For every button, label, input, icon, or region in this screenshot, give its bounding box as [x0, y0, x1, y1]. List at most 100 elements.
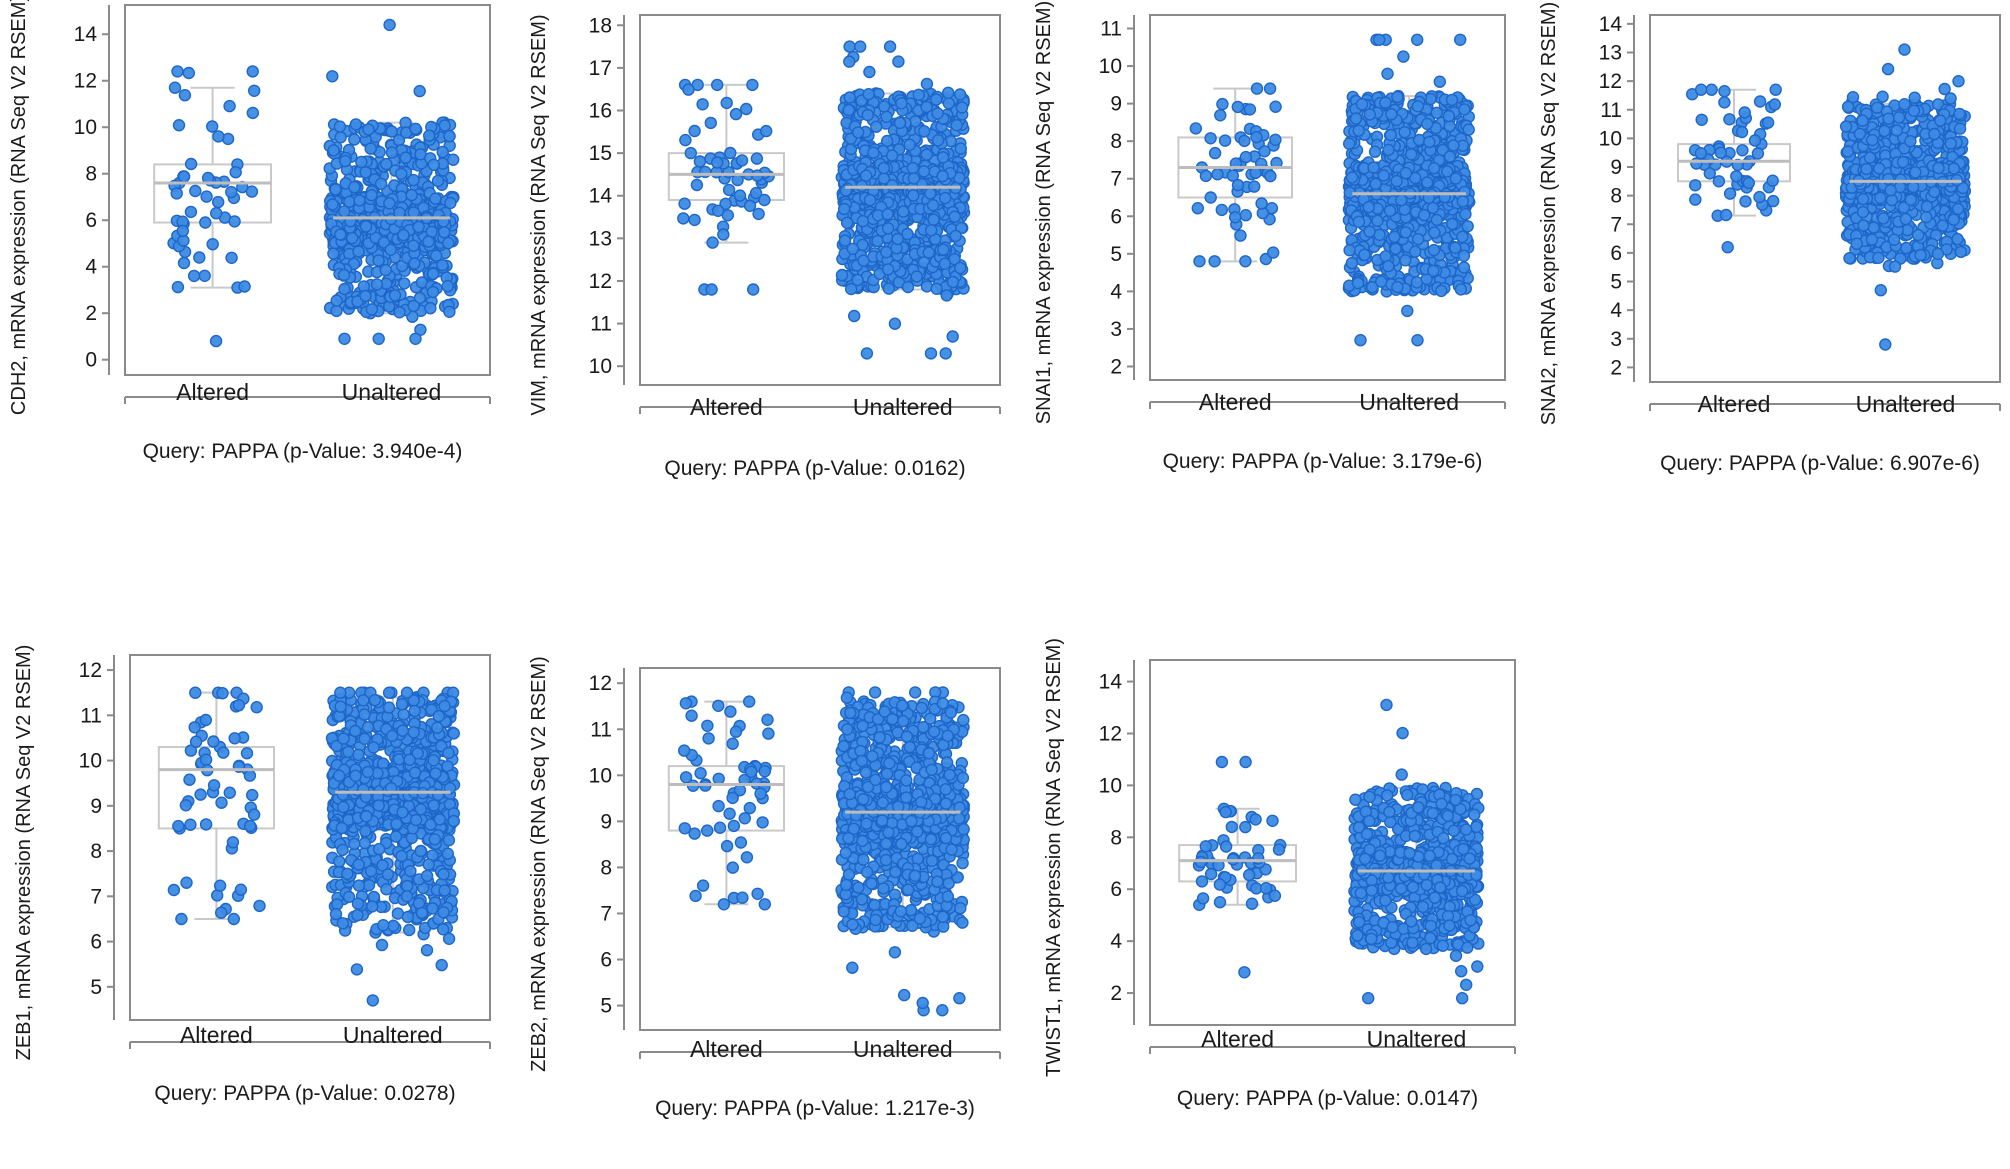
data-point — [1730, 170, 1743, 183]
data-point — [861, 108, 874, 122]
y-tick-label: 6 — [90, 931, 102, 954]
data-point — [903, 138, 916, 152]
data-point — [1753, 95, 1767, 108]
data-point — [1865, 233, 1879, 246]
data-point — [1204, 132, 1217, 145]
data-point — [1458, 103, 1471, 116]
data-point — [1430, 213, 1444, 227]
data-point — [348, 133, 361, 146]
data-point — [447, 153, 460, 166]
data-point — [1426, 201, 1440, 215]
data-point — [1856, 205, 1870, 219]
data-point — [1853, 127, 1867, 141]
data-point — [225, 251, 238, 264]
query-caption: Query: PAPPA (p-Value: 6.907e-6) — [1660, 452, 1980, 475]
data-point — [711, 156, 724, 169]
data-point — [228, 732, 241, 745]
data-point — [1238, 134, 1251, 148]
data-point — [856, 214, 870, 228]
data-point — [379, 263, 392, 277]
data-point — [939, 347, 952, 360]
data-point — [938, 257, 951, 270]
data-point — [399, 151, 412, 164]
data-point — [1443, 119, 1456, 133]
data-point — [752, 207, 765, 221]
data-point — [1391, 90, 1404, 104]
data-point — [1228, 211, 1242, 224]
data-point — [359, 289, 372, 303]
data-point — [1705, 83, 1718, 96]
data-point — [1867, 221, 1880, 234]
data-point — [1872, 251, 1885, 264]
data-point — [1374, 275, 1388, 288]
data-point — [1742, 176, 1756, 190]
data-point — [170, 187, 183, 200]
data-point — [243, 769, 257, 782]
data-point — [385, 146, 399, 159]
data-point — [189, 686, 202, 699]
data-point — [955, 101, 969, 114]
data-point — [1208, 255, 1221, 268]
data-point — [326, 70, 339, 83]
data-point — [352, 245, 365, 258]
data-point — [1193, 255, 1206, 268]
data-point — [1443, 150, 1457, 163]
series-altered — [1677, 83, 1791, 254]
y-axis-title: ZEB1, mRNA expression (RNA Seq V2 RSEM) — [13, 645, 35, 1061]
data-point — [1932, 161, 1945, 175]
data-point — [1952, 74, 1965, 88]
data-point — [183, 773, 196, 786]
data-point — [693, 155, 707, 168]
data-point — [1377, 169, 1390, 182]
data-point — [1372, 33, 1386, 46]
data-point — [359, 166, 372, 179]
data-point — [1269, 133, 1282, 147]
y-tick-label: 3 — [1610, 328, 1622, 351]
query-caption: Query: PAPPA (p-Value: 3.940e-4) — [143, 440, 463, 463]
data-point — [384, 243, 397, 257]
series-unaltered — [1839, 43, 1972, 351]
data-point — [1255, 197, 1268, 210]
data-point — [443, 305, 456, 318]
data-point — [247, 808, 261, 821]
data-point — [447, 727, 460, 740]
data-point — [372, 332, 385, 345]
data-point — [359, 220, 373, 233]
data-point — [1719, 208, 1733, 222]
data-point — [1427, 161, 1441, 175]
data-point — [882, 282, 896, 295]
data-point — [881, 207, 894, 221]
data-point — [209, 206, 223, 220]
data-point — [939, 191, 952, 205]
data-point — [1445, 93, 1459, 107]
data-point — [1234, 229, 1247, 242]
data-point — [1363, 225, 1376, 238]
data-point — [1428, 226, 1441, 239]
data-point — [199, 713, 213, 727]
data-point — [891, 232, 904, 246]
data-point — [717, 228, 730, 241]
data-point — [1841, 145, 1855, 158]
data-point — [442, 236, 455, 250]
data-point — [207, 735, 220, 748]
y-tick-label: 12 — [589, 270, 612, 293]
data-point — [950, 118, 963, 132]
data-point — [1878, 124, 1891, 138]
data-point — [1904, 193, 1918, 207]
data-point — [888, 317, 902, 330]
y-tick-label: 15 — [589, 142, 612, 165]
data-point — [370, 278, 384, 291]
data-point — [352, 879, 366, 892]
data-point — [746, 78, 759, 92]
data-point — [912, 88, 925, 102]
y-axis-title: VIM, mRNA expression (RNA Seq V2 RSEM) — [528, 14, 550, 415]
data-point — [205, 120, 219, 133]
data-point — [910, 270, 923, 283]
series-altered — [1177, 82, 1294, 268]
data-point — [1397, 50, 1410, 63]
data-point — [1462, 123, 1475, 136]
data-point — [1857, 219, 1870, 232]
data-point — [1736, 144, 1749, 157]
data-point — [881, 263, 895, 276]
data-point — [171, 280, 185, 294]
